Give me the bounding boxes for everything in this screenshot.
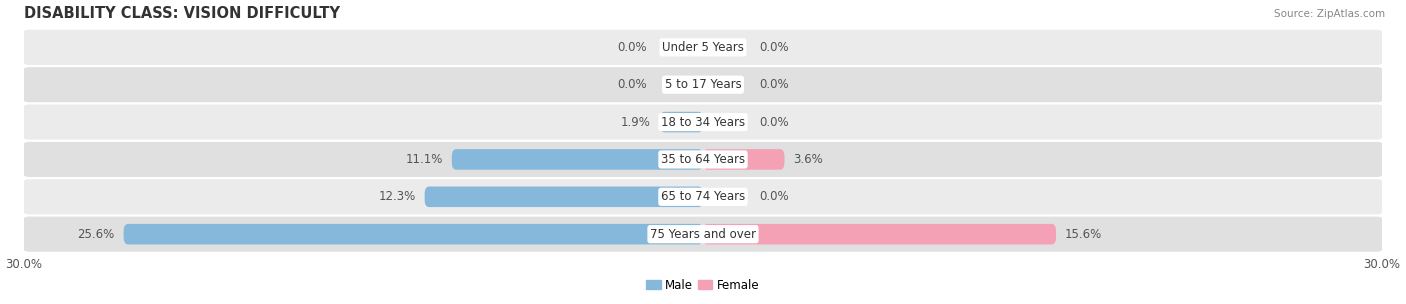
Text: 35 to 64 Years: 35 to 64 Years [661,153,745,166]
Text: 0.0%: 0.0% [759,78,789,91]
Text: 3.6%: 3.6% [793,153,824,166]
FancyBboxPatch shape [703,149,785,170]
Text: Source: ZipAtlas.com: Source: ZipAtlas.com [1274,9,1385,19]
Text: 15.6%: 15.6% [1066,228,1102,241]
Text: 0.0%: 0.0% [617,41,647,54]
FancyBboxPatch shape [703,224,1056,244]
Text: 5 to 17 Years: 5 to 17 Years [665,78,741,91]
FancyBboxPatch shape [20,217,1386,252]
FancyBboxPatch shape [124,224,703,244]
Text: DISABILITY CLASS: VISION DIFFICULTY: DISABILITY CLASS: VISION DIFFICULTY [24,5,340,21]
FancyBboxPatch shape [20,67,1386,102]
FancyBboxPatch shape [20,105,1386,140]
Text: 25.6%: 25.6% [77,228,114,241]
FancyBboxPatch shape [659,112,703,132]
Text: 0.0%: 0.0% [759,116,789,129]
FancyBboxPatch shape [20,142,1386,177]
FancyBboxPatch shape [20,30,1386,65]
Text: 11.1%: 11.1% [405,153,443,166]
Text: 75 Years and over: 75 Years and over [650,228,756,241]
FancyBboxPatch shape [451,149,703,170]
FancyBboxPatch shape [20,179,1386,214]
Text: 65 to 74 Years: 65 to 74 Years [661,190,745,203]
Text: 0.0%: 0.0% [759,190,789,203]
Legend: Male, Female: Male, Female [641,274,765,296]
FancyBboxPatch shape [425,187,703,207]
Text: 1.9%: 1.9% [621,116,651,129]
Text: 0.0%: 0.0% [617,78,647,91]
Text: 18 to 34 Years: 18 to 34 Years [661,116,745,129]
Text: 12.3%: 12.3% [378,190,416,203]
Text: Under 5 Years: Under 5 Years [662,41,744,54]
Text: 0.0%: 0.0% [759,41,789,54]
